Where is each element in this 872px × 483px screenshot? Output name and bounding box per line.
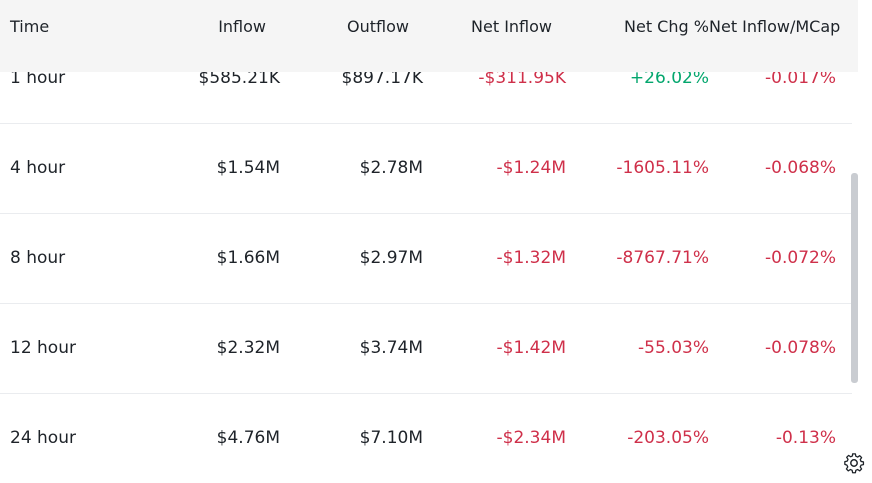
column-header-time[interactable]: Time xyxy=(10,17,50,36)
net-inflow-cell: -$1.24M xyxy=(496,158,566,178)
vertical-scrollbar[interactable] xyxy=(851,173,858,383)
column-header-net-chg[interactable]: Net Chg % xyxy=(624,17,709,36)
net-chg-cell: -55.03% xyxy=(638,338,709,358)
mcap-cell: -0.078% xyxy=(765,338,836,358)
column-header-net-inflow[interactable]: Net Inflow xyxy=(471,17,552,36)
column-header-outflow[interactable]: Outflow xyxy=(347,17,409,36)
mcap-cell: -0.072% xyxy=(765,248,836,268)
net-chg-cell: -8767.71% xyxy=(616,248,709,268)
column-header-inflow[interactable]: Inflow xyxy=(218,17,266,36)
net-inflow-cell: -$2.34M xyxy=(496,428,566,448)
column-header-net-inflow-mcap[interactable]: Net Inflow/MCap xyxy=(709,17,841,36)
net-chg-cell: -1605.11% xyxy=(616,158,709,178)
inflow-cell: $1.66M xyxy=(216,248,280,268)
net-inflow-cell: -$1.42M xyxy=(496,338,566,358)
net-inflow-cell: -$311.95K xyxy=(478,68,566,88)
table-header: Time Inflow Outflow Net Inflow Net Chg %… xyxy=(0,0,858,72)
outflow-cell: $897.17K xyxy=(341,68,423,88)
table-row: 24 hour $4.76M $7.10M -$2.34M -203.05% -… xyxy=(0,393,852,483)
inflow-cell: $4.76M xyxy=(216,428,280,448)
table-row: 8 hour $1.66M $2.97M -$1.32M -8767.71% -… xyxy=(0,213,852,304)
mcap-cell: -0.13% xyxy=(775,428,836,448)
net-inflow-cell: -$1.32M xyxy=(496,248,566,268)
outflow-cell: $2.78M xyxy=(359,158,423,178)
time-cell: 24 hour xyxy=(10,428,76,448)
time-cell: 12 hour xyxy=(10,338,76,358)
flow-table-body: 1 hour $585.21K $897.17K -$311.95K +26.0… xyxy=(0,33,852,448)
outflow-cell: $3.74M xyxy=(359,338,423,358)
time-cell: 4 hour xyxy=(10,158,66,178)
net-chg-cell: -203.05% xyxy=(627,428,709,448)
table-row: 4 hour $1.54M $2.78M -$1.24M -1605.11% -… xyxy=(0,123,852,214)
time-cell: 8 hour xyxy=(10,248,66,268)
outflow-cell: $7.10M xyxy=(359,428,423,448)
gear-icon[interactable] xyxy=(843,452,865,474)
outflow-cell: $2.97M xyxy=(359,248,423,268)
mcap-cell: -0.068% xyxy=(765,158,836,178)
net-chg-cell: +26.02% xyxy=(629,68,709,88)
table-row: 12 hour $2.32M $3.74M -$1.42M -55.03% -0… xyxy=(0,303,852,394)
inflow-cell: $1.54M xyxy=(216,158,280,178)
time-cell: 1 hour xyxy=(10,68,66,88)
inflow-cell: $2.32M xyxy=(216,338,280,358)
table-row: 1 hour $585.21K $897.17K -$311.95K +26.0… xyxy=(0,33,852,124)
inflow-cell: $585.21K xyxy=(198,68,280,88)
mcap-cell: -0.017% xyxy=(765,68,836,88)
